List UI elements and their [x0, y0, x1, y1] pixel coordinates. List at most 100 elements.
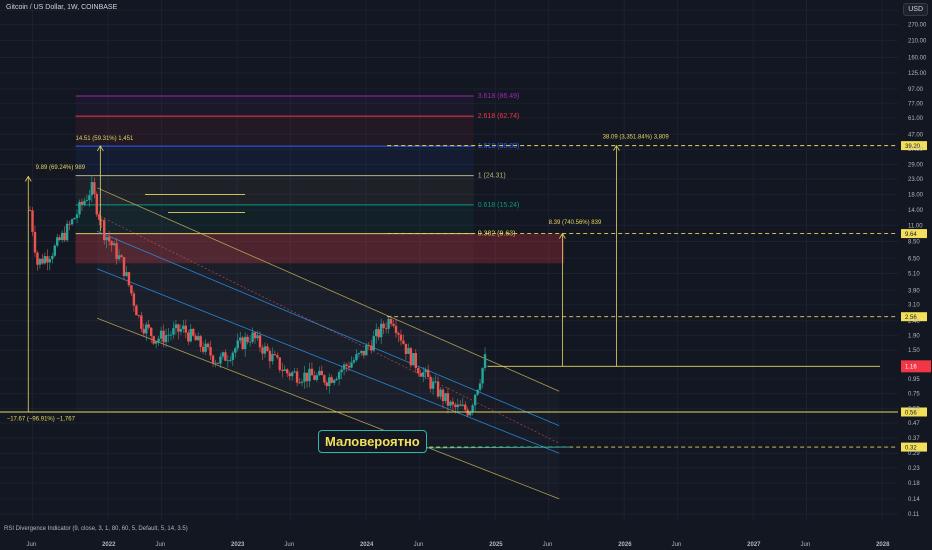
candle-body: [236, 340, 239, 349]
candle-body: [446, 393, 450, 406]
candle-body: [263, 346, 267, 354]
price-tick-label: 270.00: [908, 23, 927, 29]
candle-body: [370, 345, 373, 351]
candle-body: [268, 350, 272, 362]
time-tick-label: 2028: [876, 542, 890, 548]
candle-body: [449, 401, 452, 406]
price-axis[interactable]: 340.00270.00210.00160.00125.0097.0077.00…: [908, 8, 927, 518]
candle-body: [229, 360, 232, 361]
candle-body: [281, 369, 284, 371]
candle-body: [135, 305, 138, 316]
symbol-title: Gitcoin / US Dollar, 1W, COINBASE: [6, 4, 118, 11]
candle-body: [350, 362, 353, 368]
candle-body: [154, 341, 158, 344]
time-tick-label: 2027: [747, 542, 761, 548]
candle-body: [444, 393, 447, 402]
time-tick-label: Jun: [155, 542, 165, 548]
candle-body: [261, 347, 264, 354]
candle-body: [83, 200, 86, 205]
candle-body: [211, 355, 215, 364]
candle-body: [194, 335, 197, 341]
currency-button[interactable]: USD: [903, 3, 928, 16]
candle-body: [300, 381, 304, 383]
candle-body: [110, 241, 113, 246]
candle-body: [459, 404, 462, 406]
candle-body: [355, 354, 358, 361]
fib-zone: [75, 204, 474, 234]
candle-body: [404, 343, 408, 354]
level-tag-label: 9.64: [905, 232, 917, 238]
price-tick-label: 0.37: [908, 436, 920, 442]
candle-body: [68, 223, 71, 225]
candle-body: [75, 214, 79, 219]
level-tag-label: 0.56: [905, 410, 917, 416]
candle-body: [231, 352, 235, 361]
candle-body: [120, 255, 123, 258]
price-tick-label: 23.00: [908, 177, 924, 183]
price-tick-label: 1.50: [908, 348, 920, 354]
channel-line-mid: [96, 230, 560, 427]
candle-body: [85, 200, 89, 201]
candle-body: [226, 360, 230, 362]
candle-body: [283, 369, 286, 371]
candle-body: [295, 371, 299, 383]
candle-body: [147, 324, 150, 328]
candle-body: [456, 404, 460, 408]
candle-body: [224, 352, 227, 361]
measure-arrowhead: [559, 232, 566, 239]
callout-label[interactable]: Маловероятно: [318, 430, 427, 453]
candle-body: [298, 382, 301, 384]
level-tag: [901, 141, 927, 151]
measure-tools[interactable]: 9.89 (69.24%) 989 14.51 (59.31%) 1,451 38.…: [7, 134, 670, 449]
candle-body: [273, 354, 277, 356]
candle-body: [372, 336, 375, 351]
candle-body: [80, 201, 84, 205]
candle-body: [412, 353, 415, 366]
candle-body: [78, 201, 81, 215]
level-tag: [901, 407, 927, 417]
candle-body: [90, 182, 94, 196]
time-tick-label: Jun: [27, 542, 37, 548]
candle-body: [234, 348, 237, 353]
candle-body: [335, 378, 338, 381]
fibonacci-extension[interactable]: 3.618 (86.49) 2.618 (62.74) 1.618 (38.89) 1…: [75, 93, 565, 412]
candle-body: [239, 337, 242, 341]
candle-body: [241, 337, 244, 350]
grid: [0, 0, 898, 520]
time-tick-label: 2024: [360, 542, 374, 548]
candle-body: [402, 340, 405, 344]
fib-zone: [75, 146, 474, 176]
candle-body: [394, 325, 398, 334]
price-tick-label: 2.40: [908, 319, 920, 325]
candle-body: [93, 182, 96, 194]
fib-level-label: 3.618 (86.49): [478, 93, 520, 100]
candle-body: [33, 232, 37, 253]
candle-body: [216, 362, 220, 364]
candle-body: [159, 330, 163, 339]
fib-level-label: 0.618 (15.24): [478, 202, 520, 209]
candle-body: [308, 368, 311, 382]
level-tag: [901, 312, 927, 322]
candles: [28, 175, 487, 418]
candle-body: [419, 373, 422, 377]
measure-label: 8.39 (740.56%) 839: [549, 220, 602, 226]
fib-level-label: 1.618 (38.89): [478, 143, 520, 150]
price-tick-label: 18.00: [908, 192, 924, 198]
price-tick-label: 3.90: [908, 288, 920, 294]
candle-body: [466, 409, 469, 416]
candle-body: [60, 232, 64, 241]
candle-body: [375, 329, 378, 337]
candle-body: [342, 364, 346, 370]
measure-label: −17.67 (−96.91%) −1,767: [7, 416, 76, 422]
candle-body: [431, 381, 435, 389]
candle-body: [253, 332, 257, 339]
candle-body: [360, 350, 363, 354]
time-axis[interactable]: Jun 2022 Jun 2023 Jun 2024 Jun 2025 Jun 2026 Jun 20…: [27, 542, 891, 548]
price-tick-label: 47.00: [908, 132, 924, 138]
horizontal-levels[interactable]: 39.20 9.64 2.56 0.56 0.32 1.16: [0, 141, 931, 452]
candle-body: [318, 370, 321, 376]
regression-channel[interactable]: [96, 187, 560, 500]
indicator-legend[interactable]: RSI Divergence Indicator (9, close, 3, 1…: [4, 526, 188, 532]
candle-body: [377, 329, 380, 338]
